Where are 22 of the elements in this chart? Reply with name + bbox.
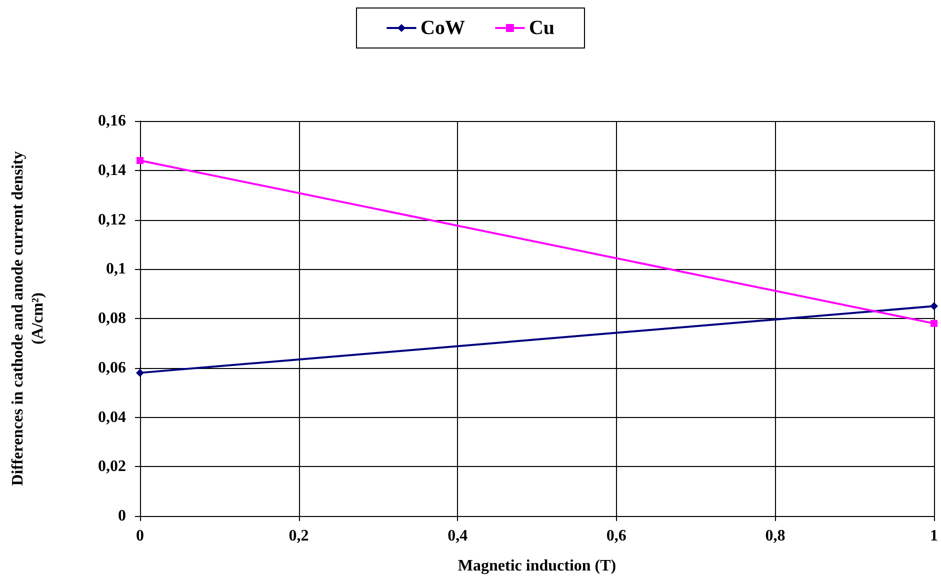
y-tick-label: 0,06 [98, 359, 126, 376]
point [930, 302, 938, 310]
x-tick-label: 0,6 [606, 528, 626, 544]
y-tick-label: 0,16 [98, 112, 126, 130]
x-tick-label: 0 [136, 528, 144, 544]
point [136, 157, 144, 164]
legend-label: CoW [420, 17, 465, 39]
x-tick-label: 0,2 [288, 528, 309, 544]
x-tick-label: 0,4 [448, 528, 468, 544]
y-tick-label: 0,02 [98, 458, 126, 476]
x-axis-title: Magnetic induction (T) [458, 558, 616, 574]
y-tick-label: 0 [118, 508, 126, 524]
point [930, 320, 938, 327]
legend-label: Cu [528, 17, 555, 39]
y-tick-label: 0,12 [98, 211, 126, 228]
y-tick-label: 0,04 [98, 408, 126, 426]
x-tick-label: 1 [930, 528, 938, 544]
y-tick-label: 0,08 [98, 310, 126, 327]
y-tick-label: 0,14 [98, 162, 126, 179]
y-tick-label: 0,1 [106, 260, 126, 278]
y-axis-title: Differences in cathode and anode current density (A/cm²) [10, 151, 46, 486]
x-tick-label: 0,8 [765, 528, 786, 544]
